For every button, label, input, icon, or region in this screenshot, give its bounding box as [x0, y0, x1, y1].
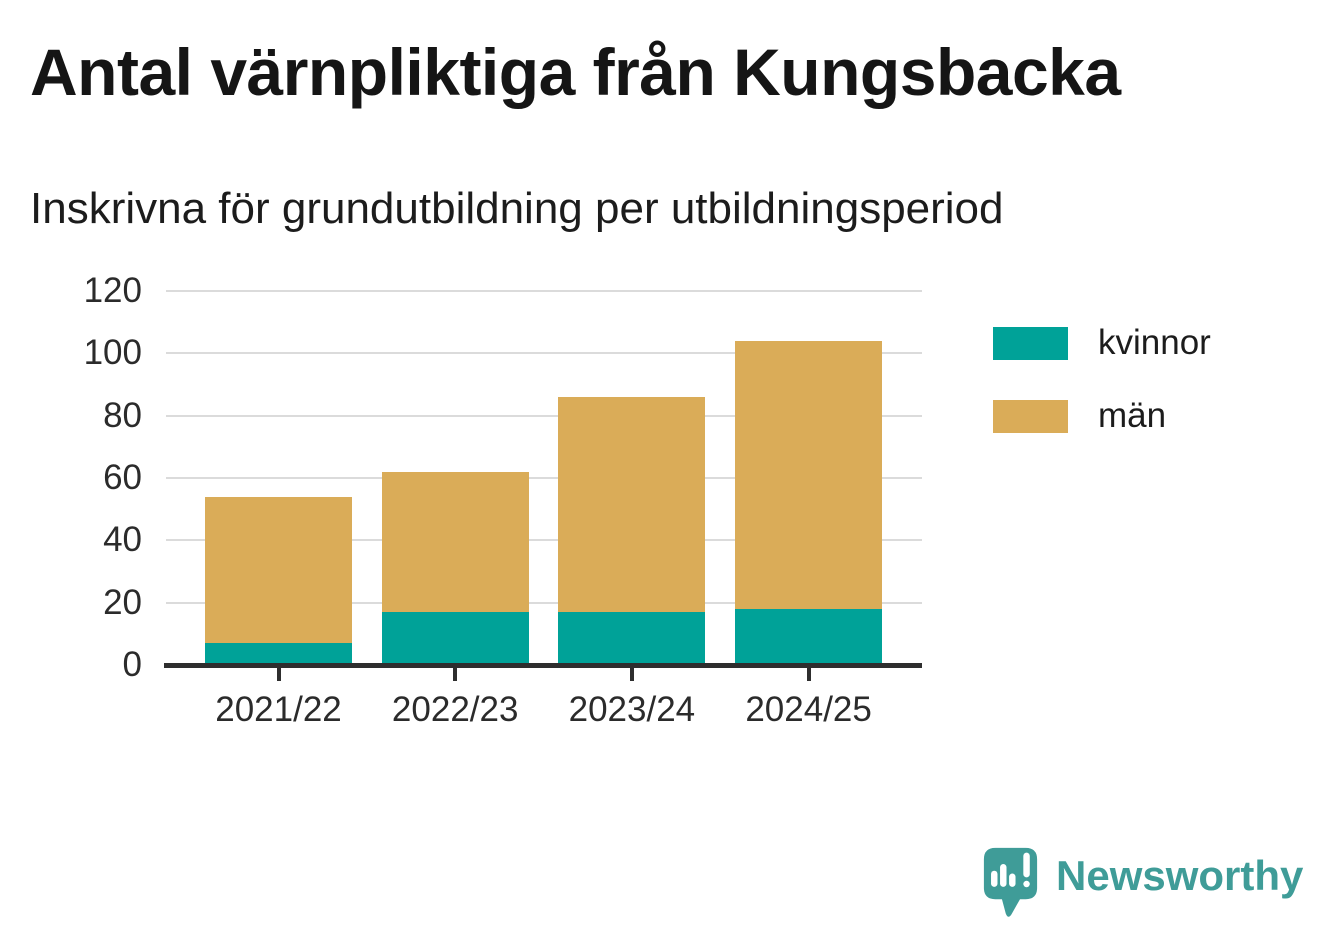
bar-segment-kvinnor-2023/24: [558, 612, 706, 665]
x-axis-tick: [629, 668, 634, 681]
y-axis-tick-label: 100: [83, 333, 142, 373]
x-axis-tick-label: 2023/24: [568, 690, 696, 729]
legend-swatch-män: [993, 399, 1068, 433]
gridline-y20: [166, 601, 922, 604]
y-axis-tick-label: 120: [83, 271, 142, 310]
bar-segment-kvinnor-2022/23: [381, 612, 529, 665]
y-axis-tick-label: 40: [103, 520, 142, 560]
x-axis-tick: [806, 668, 811, 681]
bar-segment-män-2022/23: [381, 471, 529, 613]
gridline-y120: [166, 290, 922, 292]
legend-label: kvinnor: [1098, 323, 1211, 362]
newsworthy-speech-bubble-barchart-icon: [983, 847, 1038, 917]
legend-item-män: män: [993, 396, 1211, 436]
bar-segment-män-2021/22: [205, 496, 352, 644]
branding-name: Newsworthy: [1056, 852, 1304, 899]
branding-logo: Newsworthy: [982, 846, 1303, 922]
chart-subtitle: Inskrivna för grundutbildning per utbild…: [30, 184, 1004, 233]
x-axis-tick: [453, 668, 458, 681]
gridline-y80: [166, 414, 922, 417]
bar-segment-män-2024/25: [735, 340, 883, 609]
legend-label: män: [1098, 396, 1167, 435]
gridline-y60: [166, 477, 922, 479]
legend-swatch-kvinnor: [993, 326, 1068, 360]
y-axis-tick-label: 20: [103, 582, 142, 622]
page-title: Antal värnpliktiga från Kungsbacka: [30, 35, 1121, 109]
bar-segment-kvinnor-2021/22: [205, 643, 352, 665]
gridline-y100: [166, 352, 922, 355]
y-axis-tick-label: 80: [103, 395, 142, 435]
x-axis-tick: [276, 668, 281, 681]
x-axis-tick-label: 2021/22: [215, 690, 342, 729]
bar-segment-män-2023/24: [558, 396, 706, 612]
bar-segment-kvinnor-2024/25: [735, 608, 883, 665]
x-axis-line: [164, 663, 922, 668]
x-axis-tick-label: 2024/25: [745, 690, 872, 729]
y-axis-tick-label: 60: [103, 458, 142, 497]
chart-legend: kvinnor män: [993, 323, 1211, 469]
x-axis-tick-label: 2022/23: [391, 690, 519, 729]
gridline-y40: [166, 539, 922, 542]
legend-item-kvinnor: kvinnor: [993, 323, 1211, 363]
y-axis-tick-label: 0: [122, 645, 142, 684]
